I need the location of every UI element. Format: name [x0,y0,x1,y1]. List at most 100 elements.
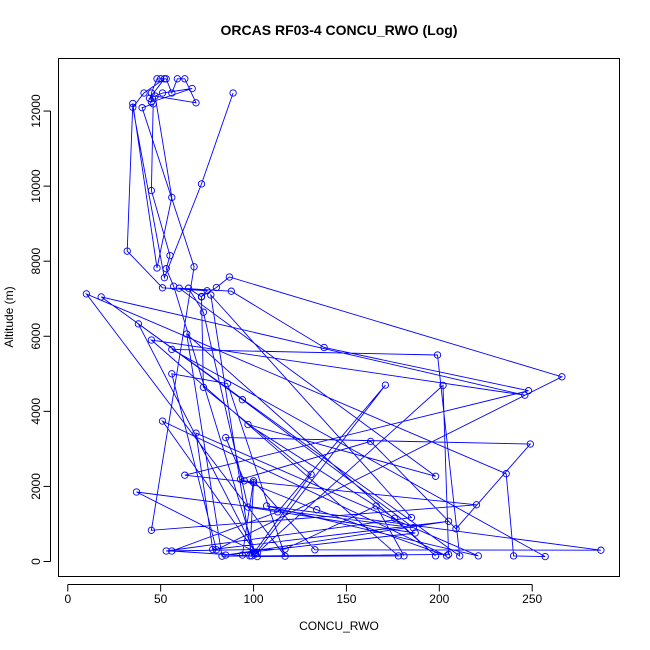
data-point [431,552,440,560]
data-point [160,274,169,282]
data-point [173,75,182,83]
plot-frame [58,58,620,577]
data-point [203,287,211,295]
data-point [149,100,157,108]
data-point [236,475,245,483]
x-tick-label: 150 [336,592,356,606]
data-point [391,514,399,522]
data-point [132,488,141,496]
data-point [157,75,165,83]
data-point [183,330,191,338]
data-point [444,517,453,525]
data-point [129,99,137,108]
data-point [411,529,419,537]
data-point [160,75,169,83]
y-tick-label: 0 [29,558,43,565]
data-point [188,84,196,93]
data-point [197,180,206,188]
data-point [409,524,417,532]
data-point [153,75,161,83]
y-tick-label: 12000 [29,94,43,128]
data-point [526,440,534,448]
data-point [524,387,533,395]
x-tick-label: 250 [522,592,542,606]
data-point [238,396,247,404]
data-point [199,308,208,316]
data-point [223,379,232,388]
data-point [168,547,176,555]
data-point [168,345,176,354]
data-point [153,264,161,272]
data-point [181,471,189,479]
data-point [407,513,416,522]
data-point [558,373,566,381]
data-point [168,193,176,202]
data-point [227,287,235,295]
data-point [452,525,460,533]
data-point [184,284,193,292]
data-point [229,89,237,97]
data-point [249,479,258,487]
data-point [249,477,258,485]
data-point [320,343,328,352]
y-axis: 0 2000 4000 6000 8000 10000 12000 [29,94,51,565]
data-point [244,503,252,511]
data-point [502,470,510,478]
data-point [444,550,453,559]
x-tick-label: 0 [64,592,71,606]
y-tick-label: 10000 [29,169,43,203]
data-point [597,546,605,554]
data-point [82,290,91,298]
data-point [168,370,176,378]
data-point [166,251,174,260]
data-point [274,508,282,516]
data-point [246,552,254,560]
data-point [238,551,247,559]
data-point [140,89,148,97]
data-point [311,546,319,554]
data-point [281,545,289,553]
data-point [162,75,170,83]
data-point [158,284,167,292]
data-point [162,547,170,555]
data-point [175,284,183,292]
data-point [168,89,176,97]
data-point [541,552,549,561]
data-point [443,552,451,560]
y-tick-label: 8000 [29,248,43,275]
series-layer [82,75,605,561]
data-point [313,506,321,514]
x-tick-label: 200 [429,592,449,606]
x-tick-label: 50 [154,592,168,606]
data-point [97,293,105,301]
data-point [134,320,143,328]
data-point [192,99,200,107]
chart-title: ORCAS RF03-4 CONCU_RWO (Log) [221,22,458,38]
x-axis: 0 50 100 150 200 250 [64,584,543,606]
data-point [192,429,200,437]
data-point [381,381,390,389]
data-point [433,351,442,359]
data-point [521,391,529,399]
data-point [366,437,375,446]
data-point [181,75,189,83]
data-point [207,291,215,299]
y-tick-label: 4000 [29,398,43,425]
data-point [439,381,447,390]
data-point [394,552,403,560]
data-point [253,549,261,557]
series-line [85,78,601,558]
data-point [147,526,156,534]
data-point [212,283,221,292]
data-point [244,420,252,429]
data-point [209,545,217,554]
data-point [307,470,315,479]
data-point [147,186,156,195]
y-tick-label: 2000 [29,473,43,500]
data-point [262,502,271,510]
x-axis-label: CONCU_RWO [299,619,379,633]
data-point [431,472,440,480]
data-point [212,546,221,554]
